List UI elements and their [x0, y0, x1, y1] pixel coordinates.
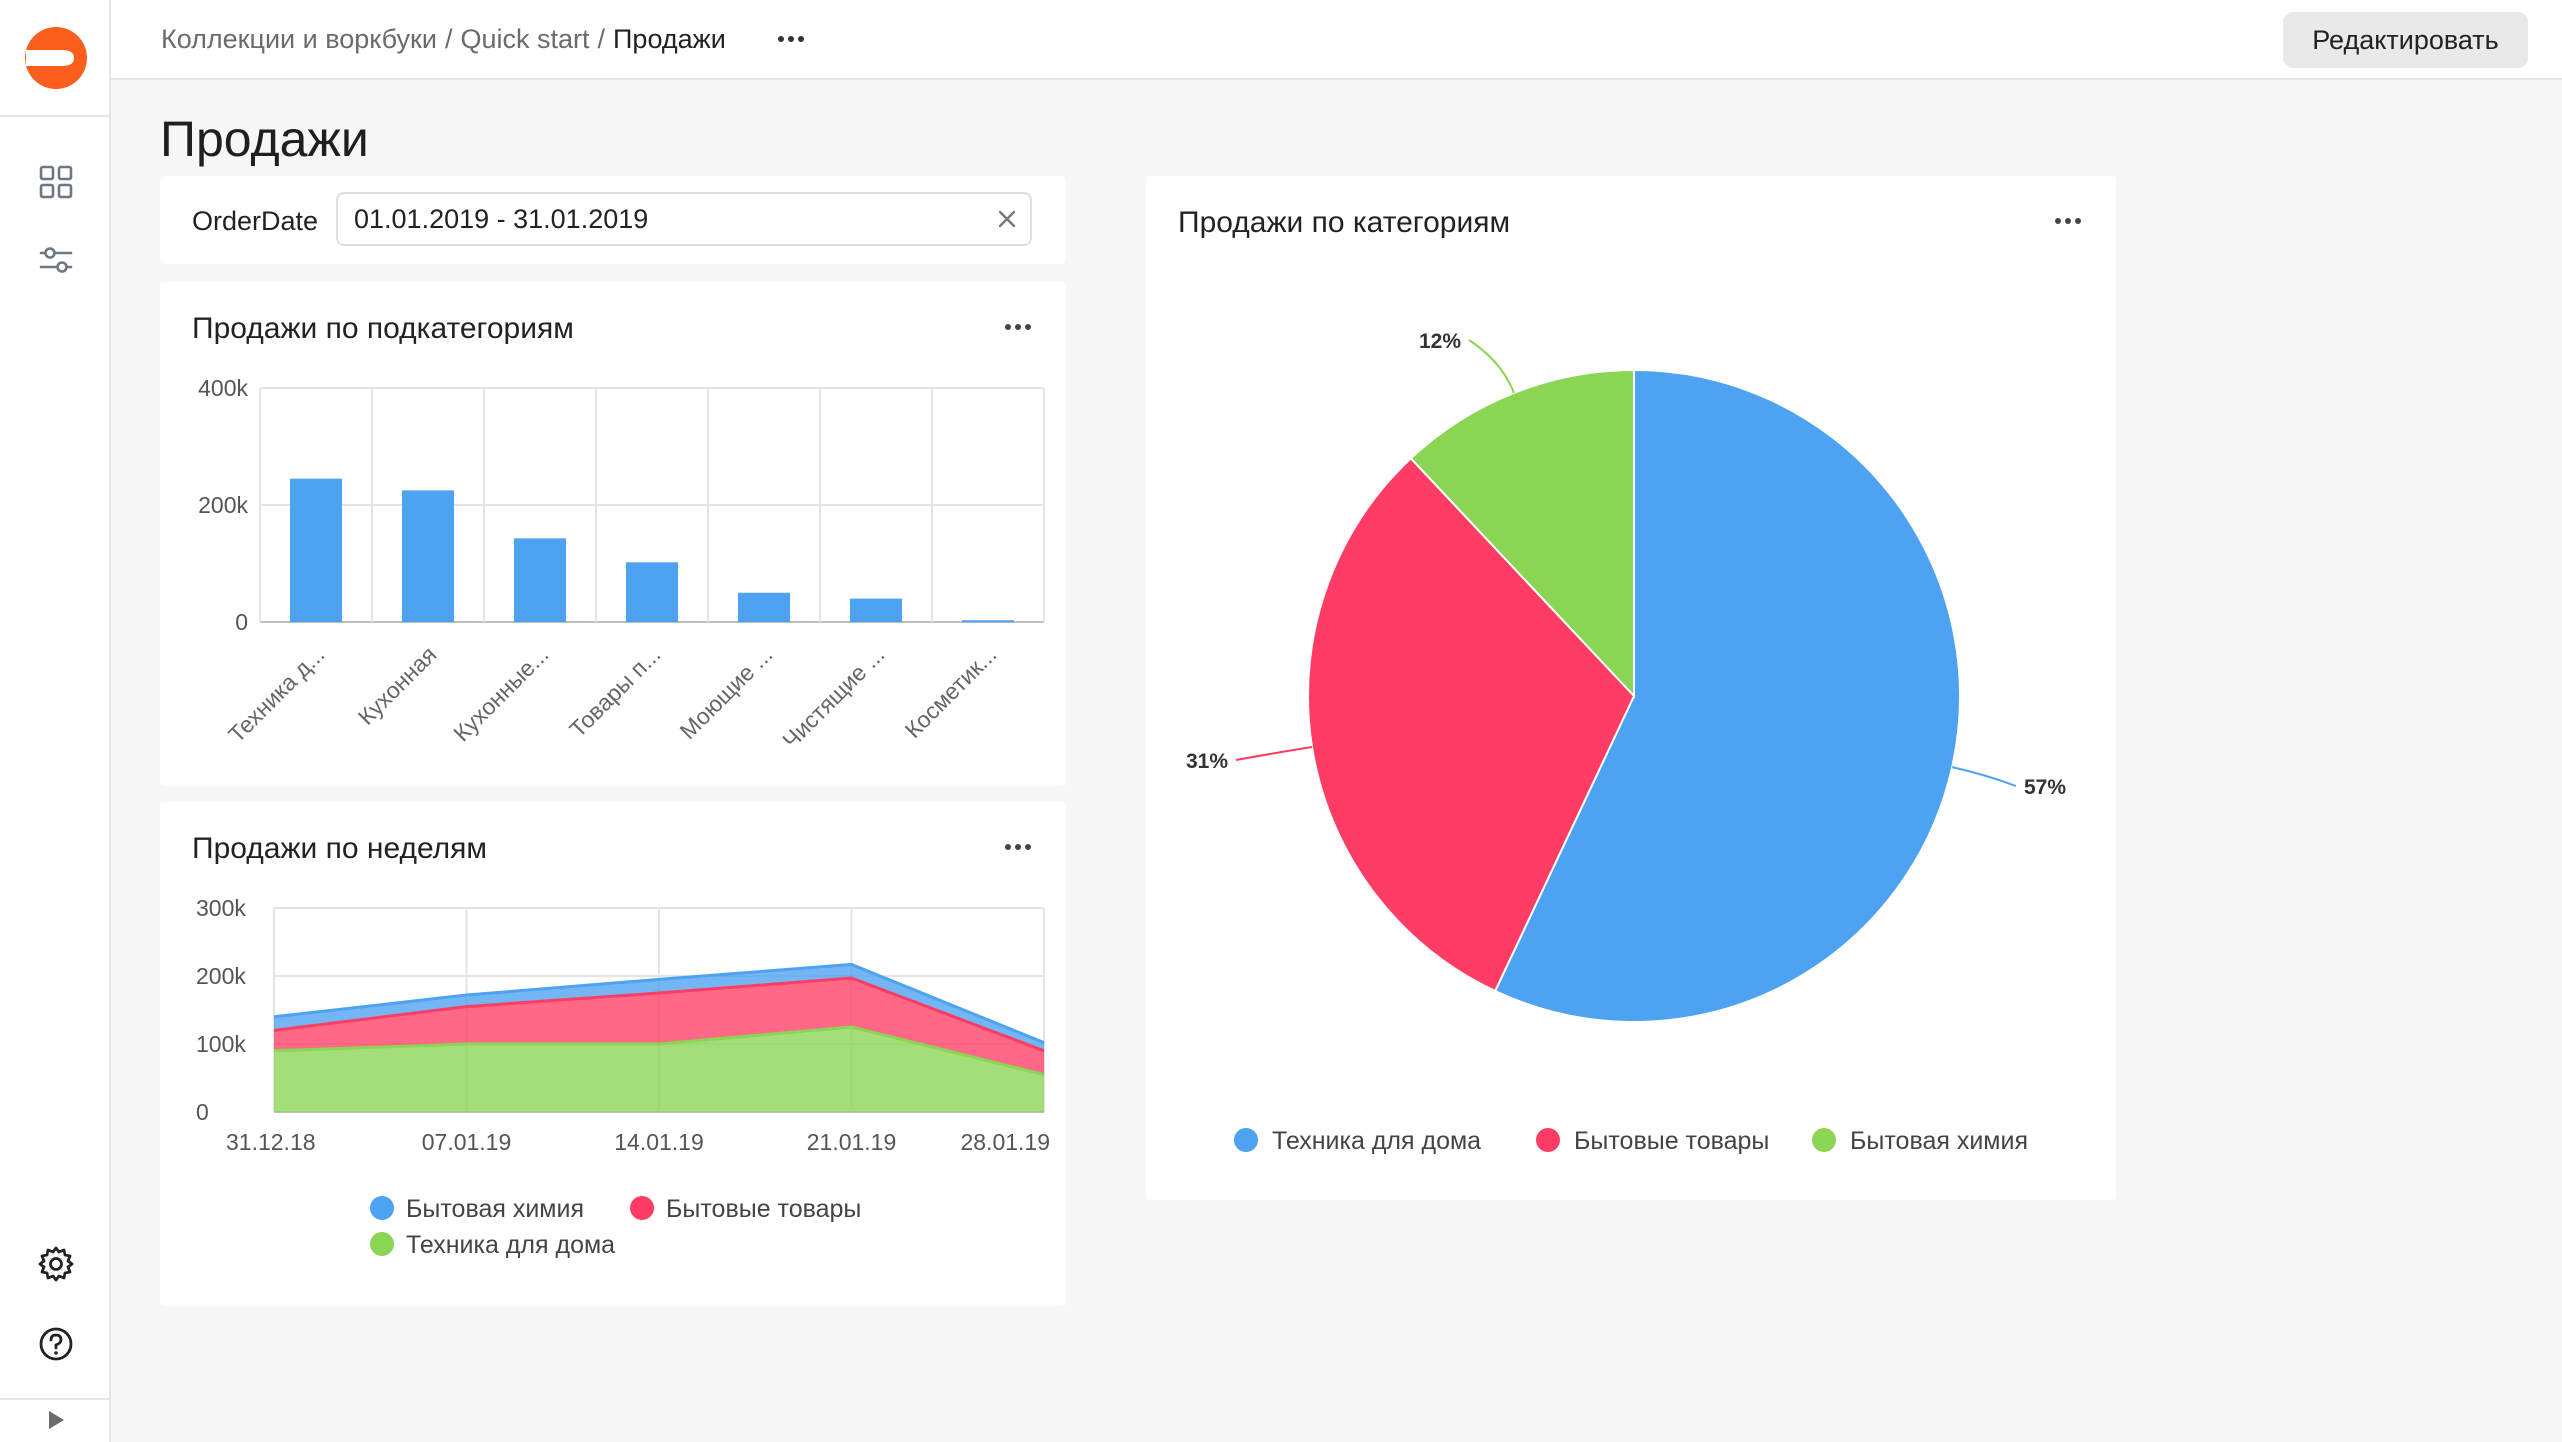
y-tick-label: 100k — [196, 1031, 246, 1057]
page-title: Продажи — [160, 111, 369, 167]
pie-slice — [1493, 368, 1961, 1023]
legend-marker — [1812, 1128, 1836, 1152]
bar — [402, 490, 454, 622]
slice-value-label: 57% — [2024, 776, 2066, 799]
breadcrumb-quick-start[interactable]: Quick start — [460, 24, 590, 54]
slice-value-label: 12% — [1419, 330, 1461, 353]
slice-connector — [1235, 746, 1313, 761]
slice-connector — [1468, 339, 1515, 394]
bar-chart: 0 200k 400k Техника д... Кухонная Кухонные...… — [198, 375, 1045, 753]
grid-icon[interactable] — [36, 162, 76, 202]
x-tick-label: Кухонная — [353, 641, 442, 730]
categories-chart-card: Продажи по категориям 57% 31% 12% Техника д… — [1146, 176, 2116, 1200]
bar — [514, 538, 566, 622]
pie-slice — [1409, 368, 1635, 699]
sidebar-divider — [0, 115, 111, 117]
breadcrumb-current: Продажи — [613, 24, 726, 54]
y-tick-label: 0 — [235, 609, 248, 635]
filter-card: OrderDate — [160, 176, 1066, 264]
ellipsis-icon[interactable] — [998, 320, 1038, 334]
x-tick-label: 21.01.19 — [807, 1129, 897, 1155]
sidebar-divider-bottom — [0, 1398, 111, 1400]
x-tick-label: Техника д... — [223, 641, 329, 747]
legend-label: Техника для дома — [1272, 1127, 1481, 1155]
x-tick-label: 07.01.19 — [422, 1129, 512, 1155]
area-series — [274, 964, 1044, 1051]
slice-value-label: 31% — [1186, 750, 1228, 773]
area-series-line — [273, 1025, 1045, 1077]
legend-marker — [1536, 1128, 1560, 1152]
pie-chart: 57% 31% 12% Техника для дома Бытовые товары Б… — [1186, 330, 2066, 1155]
chart-title: Продажи по подкатегориям — [192, 312, 574, 345]
area-series-line — [273, 976, 1045, 1053]
area-series-line — [273, 962, 1045, 1045]
header: Коллекции и воркбуки / Quick start / Продажи… — [111, 0, 2562, 80]
x-tick-label: 28.01.19 — [960, 1129, 1050, 1155]
x-tick-label: 31.12.18 — [226, 1129, 316, 1155]
bar — [738, 592, 790, 622]
ellipsis-icon[interactable] — [2048, 214, 2088, 228]
filter-label: OrderDate — [192, 206, 319, 236]
gear-icon[interactable] — [36, 1244, 76, 1284]
legend-marker — [1234, 1128, 1258, 1152]
legend-label: Бытовые товары — [1574, 1127, 1769, 1155]
y-tick-label: 400k — [198, 375, 248, 401]
y-tick-label: 0 — [196, 1099, 209, 1125]
legend-label: Бытовая химия — [406, 1195, 584, 1223]
ellipsis-icon[interactable] — [998, 840, 1038, 854]
x-tick-label: Моющие ... — [675, 641, 778, 744]
breadcrumb-separator: / — [444, 24, 453, 54]
legend-label: Бытовые товары — [666, 1195, 861, 1223]
legend-marker — [630, 1196, 654, 1220]
y-tick-label: 200k — [198, 492, 248, 518]
help-icon[interactable] — [36, 1324, 76, 1364]
pie-slice — [1307, 456, 1636, 993]
bar — [962, 620, 1014, 623]
date-range-input[interactable] — [336, 192, 1032, 246]
legend-marker — [370, 1196, 394, 1220]
ellipsis-icon[interactable] — [771, 22, 811, 56]
area-series — [274, 1027, 1044, 1112]
breadcrumb-collections[interactable]: Коллекции и воркбуки — [161, 24, 437, 54]
sidebar — [0, 0, 111, 1442]
bar — [626, 562, 678, 622]
bar — [850, 598, 902, 622]
breadcrumb: Коллекции и воркбуки / Quick start / Продажи — [161, 24, 726, 55]
close-icon[interactable] — [992, 204, 1022, 234]
x-tick-label: Чистящие ... — [777, 641, 889, 753]
y-tick-label: 300k — [196, 895, 246, 921]
legend-label: Бытовая химия — [1850, 1127, 2028, 1155]
area-chart: 0 100k 200k 300k 31.12.18 07.01.19 14.01.19 21.… — [196, 895, 1050, 1259]
weeks-chart-card: Продажи по неделям 0 100k 200k 300k 31.12.18… — [160, 802, 1066, 1306]
x-tick-label: Товары п... — [564, 641, 665, 742]
area-series — [274, 978, 1044, 1075]
subcategories-chart-card: Продажи по подкатегориям 0 200k 400k Техник… — [160, 282, 1066, 786]
x-tick-label: Косметик... — [900, 641, 1002, 743]
breadcrumb-separator: / — [597, 24, 606, 54]
edit-button[interactable]: Редактировать — [2283, 12, 2528, 68]
sliders-icon[interactable] — [36, 240, 76, 280]
slice-connector — [1951, 766, 2017, 787]
chart-title: Продажи по неделям — [192, 832, 488, 865]
y-tick-label: 200k — [196, 963, 246, 989]
legend-marker — [370, 1232, 394, 1256]
x-tick-label: Кухонные... — [448, 641, 553, 746]
x-tick-label: 14.01.19 — [614, 1129, 704, 1155]
play-icon[interactable] — [42, 1406, 70, 1434]
chart-title: Продажи по категориям — [1178, 206, 1511, 239]
legend-label: Техника для дома — [406, 1231, 615, 1259]
bar — [290, 478, 342, 622]
datalens-logo[interactable] — [22, 24, 90, 92]
